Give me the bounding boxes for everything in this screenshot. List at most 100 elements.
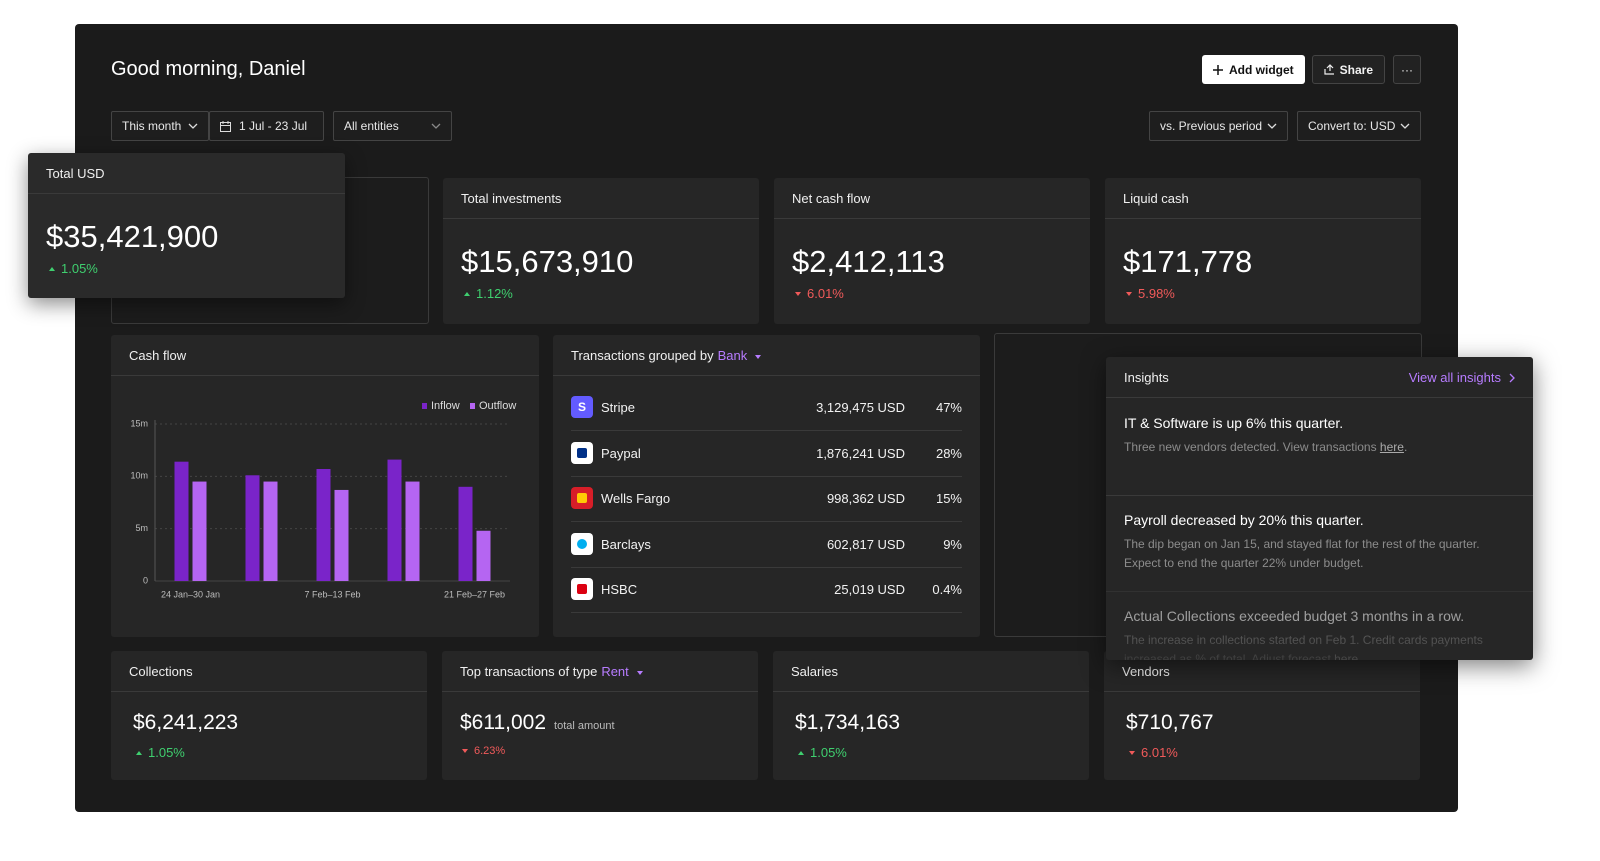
calendar-body: [220, 121, 231, 132]
card-title: Total USD: [46, 166, 105, 181]
transactions-card: Transactions grouped by Bank S Stripe 3,129,…: [553, 335, 980, 637]
arrow-down: [462, 749, 468, 753]
button-label: Add widget: [1229, 62, 1294, 77]
total-value: $35,421,900: [46, 219, 219, 254]
filter-label: Convert to: USD: [1308, 119, 1396, 133]
filter-dropdown[interactable]: vs. Previous period: [1149, 111, 1288, 141]
chevron-path: [1400, 123, 1410, 129]
kpi-card: Liquid cash $171,778 5.98%: [1105, 178, 1421, 324]
bar: [263, 481, 278, 581]
change: 6.01%: [795, 286, 844, 301]
icon-letter: S: [577, 400, 586, 414]
x-tick-label: 24 Jan–30 Jan: [161, 589, 220, 599]
insight-body: The increase in collections started on F…: [1124, 631, 1515, 660]
filter-label: This month: [122, 119, 182, 133]
view-all-link[interactable]: View all insights: [1409, 370, 1515, 385]
chevron: [1400, 123, 1410, 129]
bank-amount: 998,362 USD: [826, 491, 905, 506]
filter-dropdown[interactable]: Convert to: USD: [1297, 111, 1421, 141]
arrow-down: [1129, 750, 1135, 755]
card-title: Top transactions of type Rent: [460, 664, 643, 679]
filter-dropdown[interactable]: 1 Jul - 23 Jul: [209, 111, 324, 141]
bank-icon: [571, 487, 593, 509]
metric-card: Vendors $710,767 6.01%: [1104, 651, 1420, 780]
card-title: Transactions grouped by Bank: [571, 348, 762, 363]
add-widget-button[interactable]: Add widget: [1202, 55, 1305, 84]
icon-glyph: [577, 493, 587, 503]
change: 1.12%: [464, 286, 513, 301]
share-icon: [1324, 64, 1334, 75]
title-text: Transactions grouped by: [571, 348, 714, 363]
icon-glyph: [577, 447, 587, 458]
arrow-up: [464, 291, 470, 296]
value-text: $710,767: [1126, 711, 1214, 734]
bar: [387, 459, 402, 581]
bar: [174, 461, 189, 581]
row-divider: [571, 521, 962, 522]
bar: [334, 489, 349, 581]
total-usd-card: Total USD $35,421,900 1.05%: [28, 153, 345, 298]
metric-card: Collections $6,241,223 1.05%: [111, 651, 427, 780]
bank-share: 0.4%: [932, 582, 962, 597]
bank-icon: [571, 578, 593, 600]
legend-swatch: [422, 403, 427, 409]
card-title: Salaries: [791, 664, 838, 679]
inline-link[interactable]: here: [1379, 440, 1404, 454]
filter-dropdown[interactable]: All entities: [333, 111, 452, 141]
change-value: 6.23%: [474, 745, 506, 757]
filter-dropdown[interactable]: This month: [111, 111, 209, 141]
x-tick-label: 21 Feb–27 Feb: [444, 589, 505, 599]
value-text: $6,241,223: [133, 711, 239, 734]
y-tick-label: 0: [143, 575, 148, 585]
bank-share: 47%: [935, 400, 962, 415]
change-value: 1.12%: [476, 286, 513, 301]
change-value: 1.05%: [61, 261, 98, 276]
insight-title: Actual Collections exceeded budget 3 mon…: [1124, 608, 1465, 624]
type-selector[interactable]: Rent: [601, 664, 629, 679]
bank-name: Stripe: [601, 400, 635, 415]
bar: [192, 481, 207, 581]
row-divider: [571, 612, 962, 613]
group-selector[interactable]: Bank: [717, 348, 748, 363]
more-button[interactable]: ···: [1393, 55, 1421, 84]
title-text: Top transactions of type: [460, 664, 598, 679]
y-tick-label: 15m: [130, 418, 148, 428]
calendar-icon: [220, 120, 231, 132]
divider: [111, 375, 539, 376]
bank-name: HSBC: [601, 582, 638, 597]
kpi-value: $2,412,113: [792, 244, 945, 279]
change: 1.05%: [136, 745, 185, 760]
insight-title: Payroll decreased by 20% this quarter.: [1124, 511, 1364, 528]
metric-value: $6,241,223: [133, 711, 238, 735]
bank-icon: S: [571, 396, 593, 418]
link-text: View all insights: [1408, 370, 1501, 385]
bank-amount: 25,019 USD: [834, 582, 905, 597]
bank-icon: [571, 441, 593, 464]
body-tail: .: [1358, 652, 1362, 660]
insight-item: Payroll decreased by 20% this quarter. Th…: [1106, 494, 1533, 591]
title-text: Salaries: [791, 664, 838, 679]
y-tick-label: 5m: [135, 523, 148, 533]
card-title: Total investments: [461, 191, 562, 206]
insights-card: Insights View all insights IT & Software i…: [1106, 357, 1533, 660]
arrow-down: [1126, 291, 1132, 296]
row-divider: [571, 430, 962, 431]
card-title: Liquid cash: [1123, 191, 1189, 206]
insight-item: IT & Software is up 6% this quarter. Thre…: [1106, 398, 1533, 494]
icon-glyph: [577, 584, 587, 594]
metric-value: $611,002 total amount: [460, 711, 615, 735]
row-divider: [571, 566, 962, 568]
insight-item: Actual Collections exceeded budget 3 mon…: [1106, 591, 1533, 660]
body-text: Three new vendors detected. View transac…: [1124, 440, 1380, 454]
bar: [316, 469, 331, 581]
inline-link[interactable]: here: [1334, 652, 1359, 660]
metric-card: Salaries $1,734,163 1.05%: [773, 651, 1089, 780]
chevron-path: [431, 123, 441, 129]
dropdown-caret: [636, 670, 643, 675]
bank-share: 28%: [935, 445, 962, 461]
card-title: Insights: [1124, 370, 1169, 385]
share-button[interactable]: Share: [1312, 55, 1385, 84]
bar: [245, 475, 260, 581]
kpi-value: $15,673,910: [461, 244, 634, 279]
bank-icon: [571, 532, 593, 555]
